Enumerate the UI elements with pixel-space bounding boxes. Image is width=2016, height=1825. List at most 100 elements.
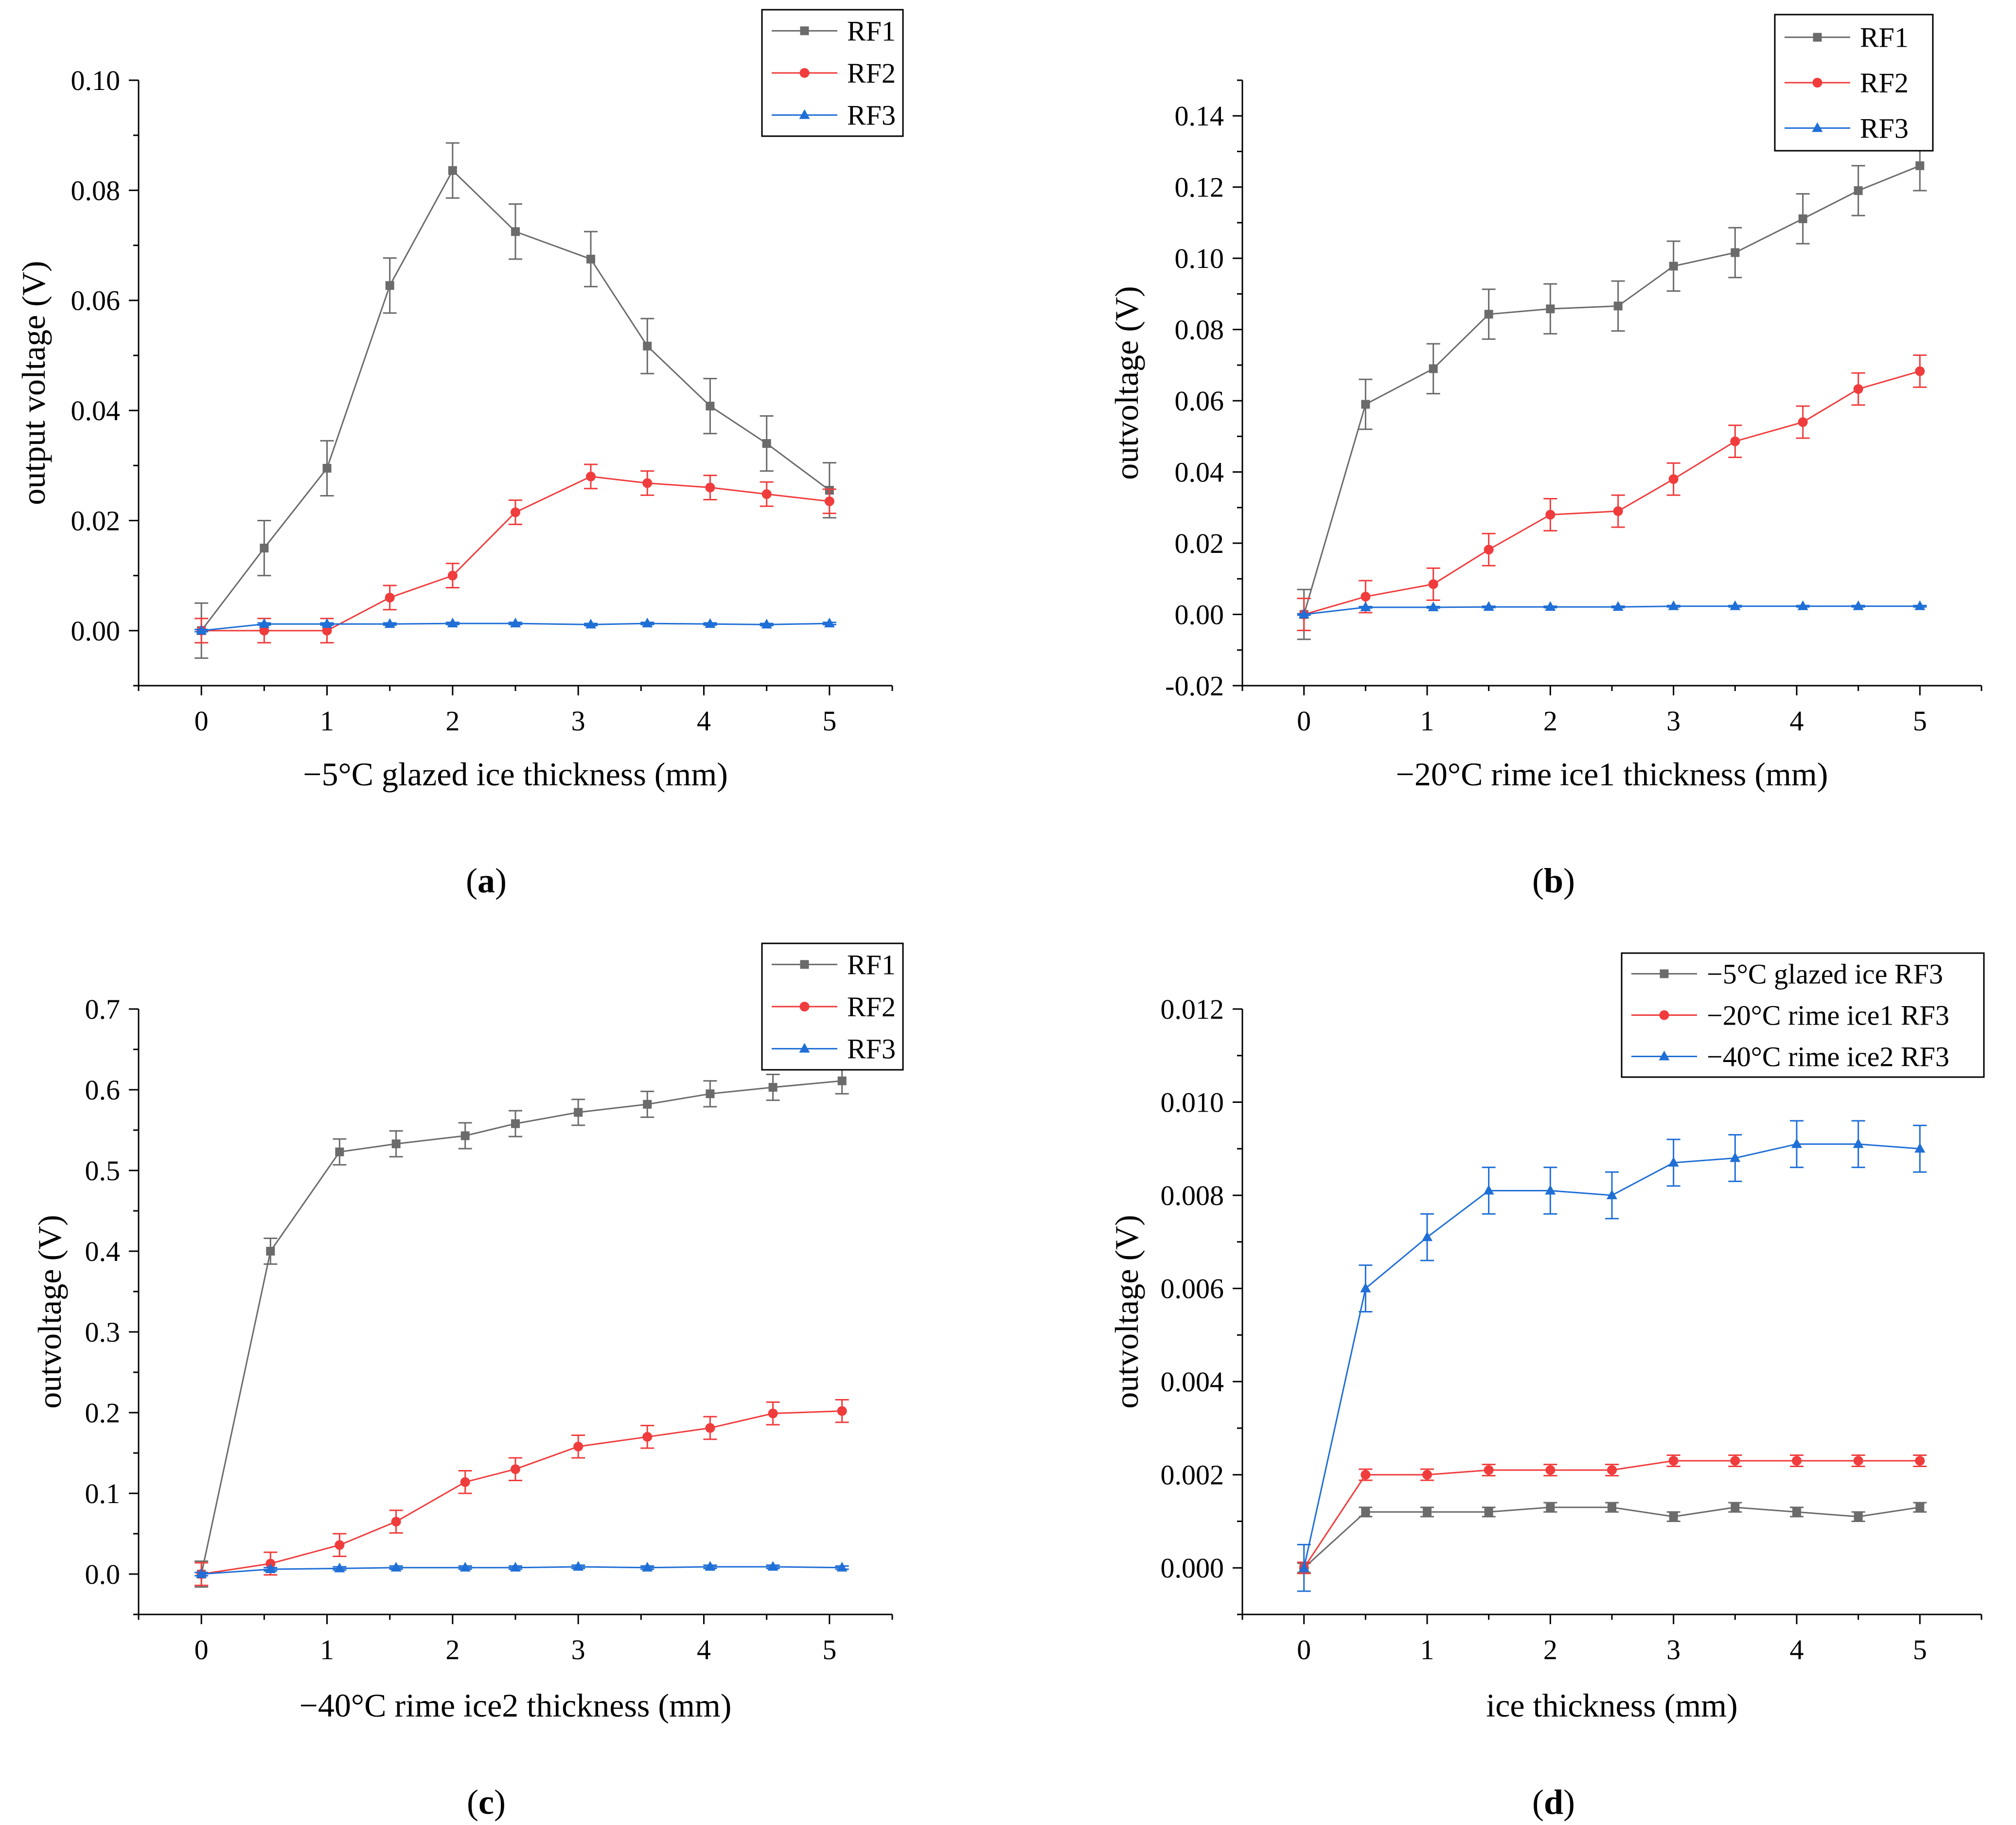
x-tick-label: 3 <box>1666 1634 1680 1666</box>
series-2 <box>1297 354 1927 631</box>
data-point <box>761 489 772 499</box>
panel-caption: (a) <box>466 861 507 900</box>
data-point <box>1613 301 1623 311</box>
data-point <box>1854 1512 1863 1521</box>
data-point <box>1484 1507 1493 1517</box>
data-point <box>1422 1470 1432 1480</box>
data-point <box>1483 1185 1494 1195</box>
data-point <box>573 1561 584 1571</box>
x-tick-label: 5 <box>822 705 836 737</box>
data-point <box>1668 1157 1679 1167</box>
legend-marker <box>1813 33 1822 42</box>
legend-label: RF1 <box>847 15 896 47</box>
data-point <box>260 544 269 553</box>
data-point <box>706 1089 715 1099</box>
data-point <box>266 1247 275 1256</box>
x-tick-label: 5 <box>1913 705 1927 737</box>
data-point <box>1668 1455 1679 1466</box>
data-point <box>460 1477 470 1487</box>
data-point <box>511 1464 520 1474</box>
legend: RF1 RF2 RF3 <box>1774 14 1934 152</box>
chart-panel-a: 0 1 2 3 4 5 0.00 0.02 0.04 0.06 0.08 0.10 −5°C glaze… <box>15 9 904 900</box>
data-point <box>1429 364 1438 373</box>
data-point <box>1361 1470 1371 1480</box>
y-axis-label: outvoltage (V) <box>1108 1215 1145 1408</box>
data-point <box>1361 400 1370 409</box>
data-point <box>1361 591 1371 602</box>
y-tick-label: 0.02 <box>1175 528 1224 559</box>
data-point <box>510 1561 521 1572</box>
data-point <box>511 227 520 236</box>
y-tick-label: 0.06 <box>1175 385 1224 417</box>
y-tick-label: 0.012 <box>1161 993 1224 1025</box>
data-point <box>1792 1507 1801 1517</box>
series-3 <box>1297 600 1927 619</box>
legend-label: −20°C rime ice1 RF3 <box>1707 1000 1949 1031</box>
y-tick-label: 0.02 <box>71 505 121 536</box>
data-point <box>1798 417 1808 427</box>
legend-marker <box>799 109 810 119</box>
data-point <box>1298 1562 1309 1572</box>
data-point <box>460 1131 470 1140</box>
y-tick-label: 0.008 <box>1161 1180 1224 1211</box>
data-point <box>1853 1455 1863 1466</box>
y-tick-label: 0.4 <box>85 1236 121 1267</box>
legend-label: RF1 <box>1860 22 1909 53</box>
legend-label: RF2 <box>1860 67 1909 99</box>
x-tick-label: 2 <box>445 1634 460 1666</box>
x-tick-label: 4 <box>697 705 711 737</box>
data-point <box>1797 600 1808 610</box>
data-point <box>824 496 834 506</box>
data-point <box>1423 1507 1432 1517</box>
chart-panel-d: 0 1 2 3 4 5 0.000 0.002 0.004 0.006 0.008 0.010 0.01… <box>1108 952 1985 1822</box>
chart-panel-b: 0 1 2 3 4 5 -0.02 0.00 0.02 0.04 0.06 0.08 0.10 0.12 0… <box>1108 14 1982 900</box>
legend-marker <box>1659 1010 1669 1020</box>
data-point <box>334 1562 345 1573</box>
series-3 <box>195 618 836 635</box>
legend-label: RF3 <box>847 1033 896 1065</box>
y-tick-label: 0.6 <box>85 1074 121 1106</box>
data-point <box>1608 1503 1616 1512</box>
caption-letter: c <box>478 1783 494 1822</box>
y-tick-label: 0.10 <box>71 65 121 96</box>
x-tick-label: 3 <box>571 705 585 737</box>
series-2 <box>1297 1454 1927 1575</box>
data-point <box>767 1561 778 1571</box>
x-tick-label: 0 <box>195 1634 209 1666</box>
data-point <box>1730 1152 1741 1162</box>
data-point <box>1428 579 1438 589</box>
x-tick-label: 1 <box>1420 1634 1434 1666</box>
legend-marker <box>1659 1050 1670 1061</box>
y-tick-label: 0.04 <box>1175 457 1224 488</box>
x-tick-label: 0 <box>195 705 209 737</box>
legend-marker <box>799 1002 810 1011</box>
data-point <box>642 1432 653 1442</box>
data-point <box>322 463 332 473</box>
data-point <box>1853 600 1864 610</box>
data-point <box>1484 1465 1494 1475</box>
y-tick-label: 0.2 <box>85 1397 121 1429</box>
legend-marker <box>799 1043 810 1053</box>
data-point <box>643 1099 652 1109</box>
data-point <box>448 166 457 175</box>
y-axis-label: outvoltage (V) <box>31 1215 68 1408</box>
data-point <box>824 618 835 628</box>
data-point <box>768 1408 778 1418</box>
legend-marker <box>1812 78 1822 88</box>
data-point <box>1669 1512 1678 1521</box>
data-point <box>642 478 653 488</box>
x-tick-label: 5 <box>1913 1634 1927 1666</box>
x-axis-label: −20°C rime ice1 thickness (mm) <box>1396 756 1828 793</box>
data-point <box>391 1139 401 1149</box>
y-tick-label: 0.006 <box>1161 1273 1224 1305</box>
data-point <box>1668 600 1679 610</box>
x-axis-label: −5°C glazed ice thickness (mm) <box>303 756 728 793</box>
y-tick-label: 0.06 <box>71 285 121 317</box>
data-point <box>1612 601 1624 611</box>
data-point <box>1853 384 1863 394</box>
data-point <box>573 1441 584 1452</box>
x-tick-label: 1 <box>320 1634 334 1666</box>
data-point <box>1545 1465 1556 1475</box>
data-point <box>259 625 269 636</box>
y-tick-label: 0.000 <box>1161 1552 1224 1584</box>
